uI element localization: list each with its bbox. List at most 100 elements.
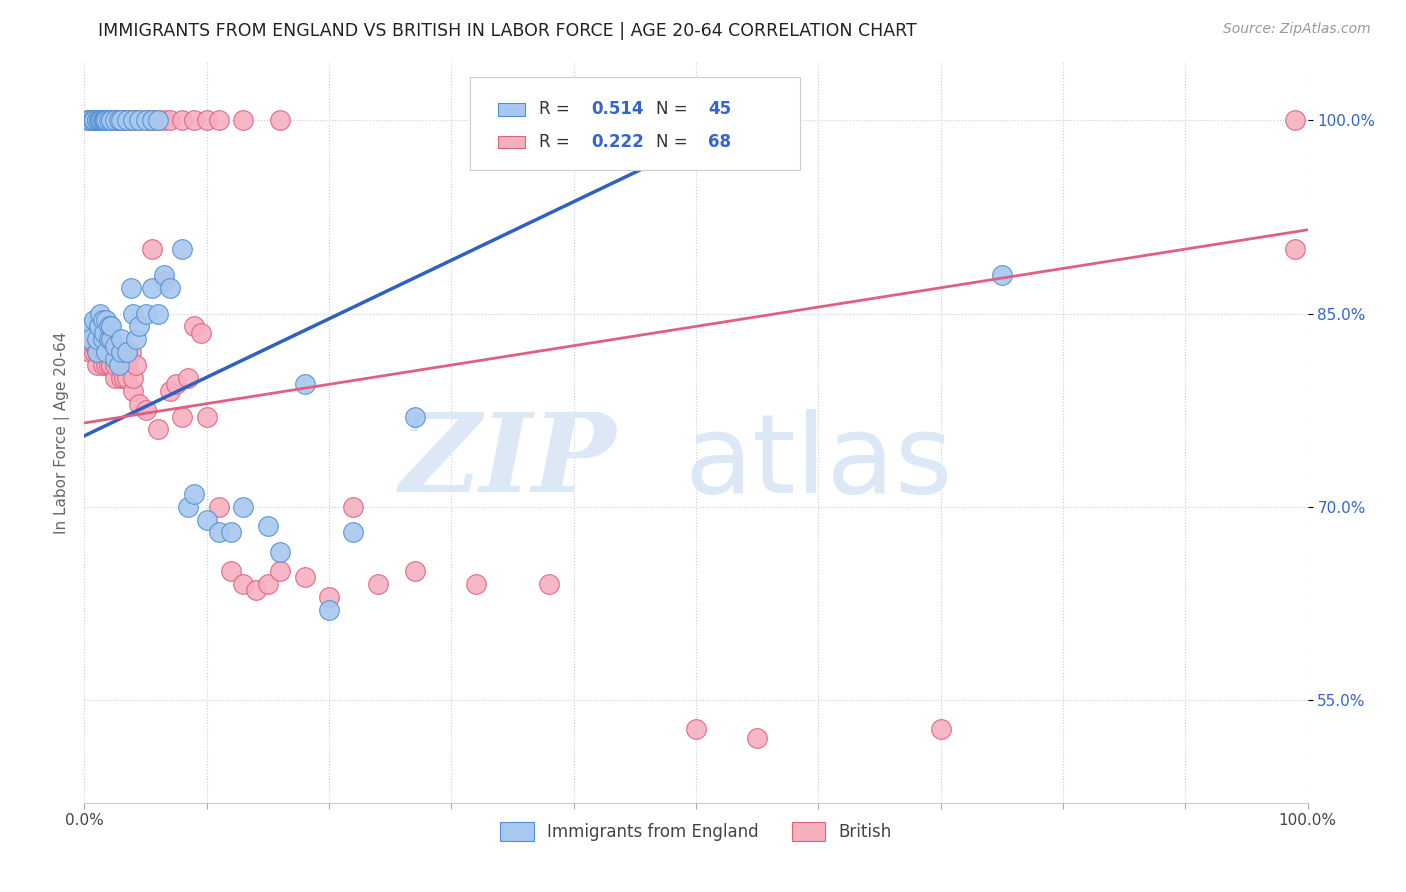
Point [83, 345, 105, 359]
Point [104, 358, 127, 372]
Point [112, 371, 135, 385]
Point [89, 113, 111, 128]
Point [86, 332, 108, 346]
Point [269, 113, 291, 128]
Point [115, 113, 138, 128]
Point [122, 371, 145, 385]
Point [146, 113, 169, 128]
Point [107, 113, 129, 128]
Point [208, 113, 231, 128]
Point [219, 525, 242, 540]
Text: 0.514: 0.514 [591, 100, 644, 118]
Point [1284, 242, 1306, 256]
Point [115, 345, 138, 359]
Point [269, 564, 291, 578]
Point [91, 332, 114, 346]
Point [257, 519, 280, 533]
Point [100, 358, 122, 372]
Text: N =: N = [655, 133, 693, 151]
Point [107, 113, 129, 128]
Point [110, 345, 132, 359]
Point [141, 113, 163, 128]
Point [77, 332, 100, 346]
Point [91, 332, 114, 346]
Point [91, 113, 114, 128]
Point [245, 583, 267, 598]
Point [86, 345, 108, 359]
Point [1284, 113, 1306, 128]
Point [82, 113, 104, 128]
Point [89, 332, 111, 346]
Point [77, 113, 100, 128]
Point [141, 113, 163, 128]
Text: R =: R = [540, 133, 575, 151]
Point [125, 358, 148, 372]
Point [232, 113, 254, 128]
Point [183, 487, 205, 501]
Point [90, 113, 112, 128]
Point [122, 113, 145, 128]
Point [86, 113, 108, 128]
Point [97, 332, 120, 346]
Point [87, 319, 110, 334]
Point [100, 332, 122, 346]
Point [177, 500, 200, 514]
Point [318, 590, 340, 604]
Point [232, 577, 254, 591]
Point [96, 332, 118, 346]
Point [82, 113, 104, 128]
Point [96, 358, 118, 372]
Point [79, 332, 101, 346]
Point [77, 339, 100, 353]
Point [79, 113, 101, 128]
Point [195, 409, 218, 424]
Point [104, 113, 127, 128]
Text: ZIP: ZIP [399, 409, 616, 516]
Point [110, 371, 132, 385]
Point [120, 113, 142, 128]
Point [153, 274, 176, 288]
Point [172, 242, 194, 256]
Point [87, 113, 110, 128]
Point [318, 602, 340, 616]
Point [135, 306, 157, 320]
Point [190, 326, 212, 340]
Point [685, 723, 707, 737]
Point [97, 113, 120, 128]
Point [86, 113, 108, 128]
Point [269, 545, 291, 559]
Point [404, 564, 426, 578]
FancyBboxPatch shape [470, 78, 800, 169]
Point [110, 332, 132, 346]
Y-axis label: In Labor Force | Age 20-64: In Labor Force | Age 20-64 [55, 332, 70, 533]
Point [294, 570, 316, 584]
Point [128, 397, 150, 411]
FancyBboxPatch shape [498, 103, 524, 116]
Point [342, 500, 364, 514]
Point [97, 332, 120, 346]
Legend: Immigrants from England, British: Immigrants from England, British [494, 815, 898, 847]
Point [159, 281, 181, 295]
Point [84, 339, 107, 353]
Point [232, 500, 254, 514]
Point [135, 403, 157, 417]
Point [93, 113, 115, 128]
Point [115, 371, 138, 385]
Point [991, 268, 1014, 282]
FancyBboxPatch shape [498, 136, 524, 148]
Point [208, 500, 231, 514]
Text: IMMIGRANTS FROM ENGLAND VS BRITISH IN LABOR FORCE | AGE 20-64 CORRELATION CHART: IMMIGRANTS FROM ENGLAND VS BRITISH IN LA… [98, 22, 917, 40]
Text: 68: 68 [709, 133, 731, 151]
Point [747, 731, 769, 746]
Point [79, 319, 101, 334]
Point [91, 358, 114, 372]
Point [77, 113, 100, 128]
Point [96, 113, 118, 128]
Text: Source: ZipAtlas.com: Source: ZipAtlas.com [1223, 22, 1371, 37]
Point [87, 113, 110, 128]
Point [104, 371, 127, 385]
Point [83, 113, 105, 128]
Point [91, 345, 114, 359]
Point [97, 345, 120, 359]
Point [208, 525, 231, 540]
